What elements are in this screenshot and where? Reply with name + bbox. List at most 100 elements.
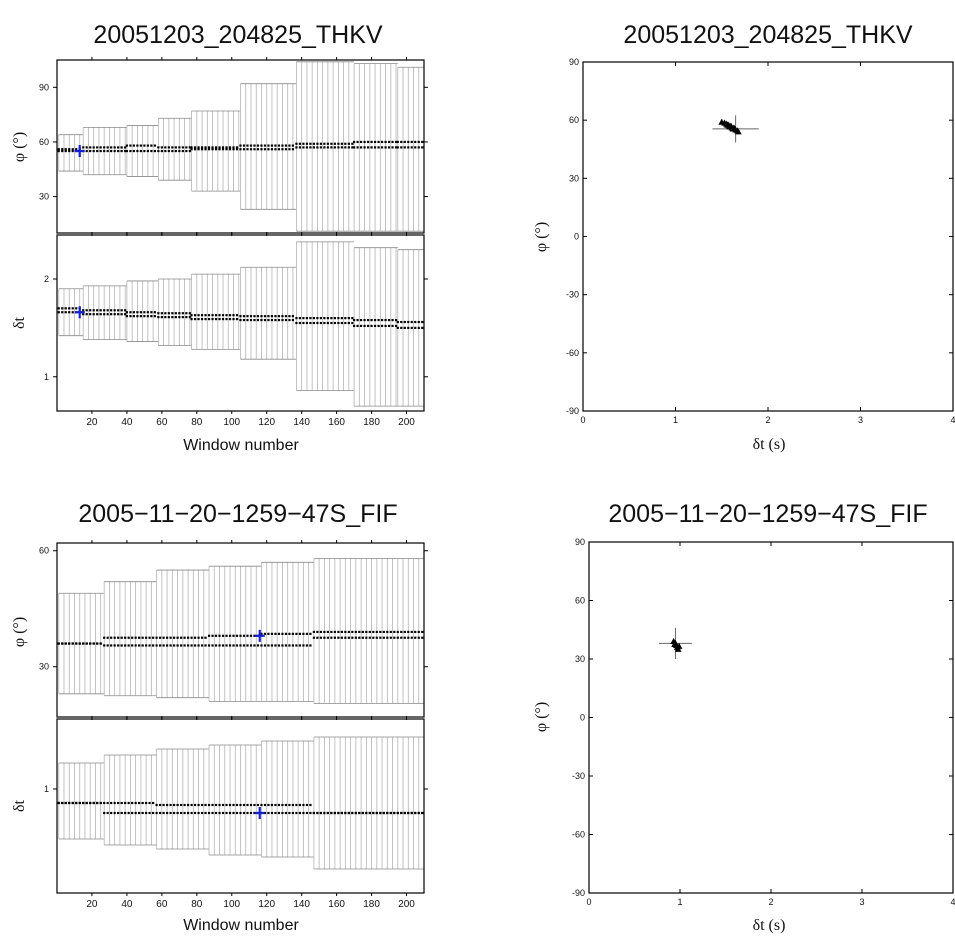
data-point (200, 317, 204, 321)
data-point (403, 326, 406, 329)
data-point (291, 632, 295, 635)
data-point (148, 811, 151, 815)
data-point (277, 318, 281, 322)
x-tick-label: 200 (398, 899, 415, 910)
data-point (288, 148, 291, 151)
y-axis-label: δt (11, 316, 28, 329)
data-point (246, 144, 249, 147)
data-point (309, 803, 312, 807)
data-point (214, 148, 218, 151)
data-point (127, 801, 130, 805)
data-point (106, 149, 109, 153)
y-axis-label: δt (11, 799, 28, 812)
data-point (134, 644, 137, 647)
data-point (407, 320, 410, 324)
panel-title: 20051203_204825_THKV (623, 21, 912, 49)
data-point (143, 149, 146, 153)
data-point (57, 801, 60, 805)
plot-area (57, 61, 424, 232)
data-point (249, 144, 253, 147)
data-point (267, 144, 270, 147)
data-point (162, 636, 165, 639)
data-point (183, 636, 186, 639)
data-point (326, 811, 329, 815)
axes-frame (56, 718, 425, 894)
data-point (281, 803, 284, 807)
data-point (232, 803, 235, 807)
data-point (124, 636, 127, 639)
y-tick-label: 1 (44, 784, 49, 794)
data-point (92, 313, 95, 316)
data-point (373, 324, 377, 328)
y-tick-label: -90 (572, 888, 585, 898)
data-point (132, 144, 135, 147)
data-point (359, 146, 363, 149)
data-point (218, 644, 221, 647)
data-point (414, 320, 417, 324)
data-point (117, 801, 120, 805)
data-point (152, 811, 155, 815)
data-point (295, 811, 298, 815)
data-point (333, 146, 336, 149)
data-point (312, 142, 315, 145)
data-point (407, 146, 410, 149)
data-point (164, 146, 167, 149)
data-point (267, 318, 270, 322)
data-point (99, 801, 102, 805)
data-point (288, 144, 291, 147)
data-point (319, 321, 322, 325)
data-point (375, 811, 378, 815)
data-point (57, 642, 60, 645)
data-point (302, 644, 305, 647)
data-point (403, 630, 406, 634)
data-point (207, 317, 211, 321)
data-point (242, 144, 246, 147)
data-point (143, 311, 146, 314)
data-point (207, 148, 211, 151)
data-point (225, 314, 228, 317)
data-point (235, 314, 239, 317)
data-point (288, 803, 291, 807)
data-point (148, 801, 151, 805)
data-point (96, 309, 99, 312)
data-point (221, 146, 225, 149)
data-point (221, 644, 225, 647)
data-point (200, 636, 204, 639)
data-point (218, 803, 221, 807)
data-point (298, 321, 302, 325)
data-point (225, 803, 228, 807)
data-point (232, 634, 235, 637)
data-point (305, 321, 309, 325)
data-point (316, 146, 319, 149)
data-point (71, 642, 74, 645)
data-point (312, 636, 315, 639)
data-point (253, 148, 256, 151)
data-point (260, 803, 263, 807)
y-tick-label: 60 (39, 137, 49, 147)
data-point (365, 636, 368, 639)
data-point (82, 313, 85, 316)
data-point (263, 632, 267, 635)
data-point (64, 307, 67, 310)
data-point (113, 146, 116, 149)
data-point (61, 149, 64, 153)
data-point (96, 313, 99, 316)
data-point (361, 811, 364, 815)
data-point (211, 146, 214, 149)
data-point (295, 321, 298, 325)
data-point (366, 318, 370, 322)
data-point (89, 642, 92, 645)
data-point (92, 309, 95, 312)
x-tick-label: 120 (258, 899, 275, 910)
data-point (225, 811, 228, 815)
data-point (323, 142, 326, 145)
data-point (197, 148, 200, 151)
data-point (120, 636, 123, 639)
data-point (193, 636, 197, 639)
data-point (249, 318, 253, 322)
data-point (153, 315, 156, 318)
data-point (281, 148, 284, 151)
data-point (379, 630, 382, 634)
x-tick-label: 160 (328, 899, 345, 910)
